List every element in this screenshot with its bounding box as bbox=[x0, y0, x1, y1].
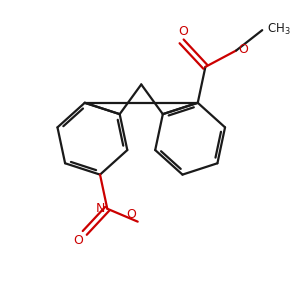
Text: O: O bbox=[73, 234, 83, 247]
Text: CH$_3$: CH$_3$ bbox=[267, 22, 290, 37]
Text: O: O bbox=[178, 25, 188, 38]
Text: O: O bbox=[126, 208, 136, 221]
Text: N: N bbox=[96, 202, 106, 215]
Text: O: O bbox=[238, 43, 248, 56]
